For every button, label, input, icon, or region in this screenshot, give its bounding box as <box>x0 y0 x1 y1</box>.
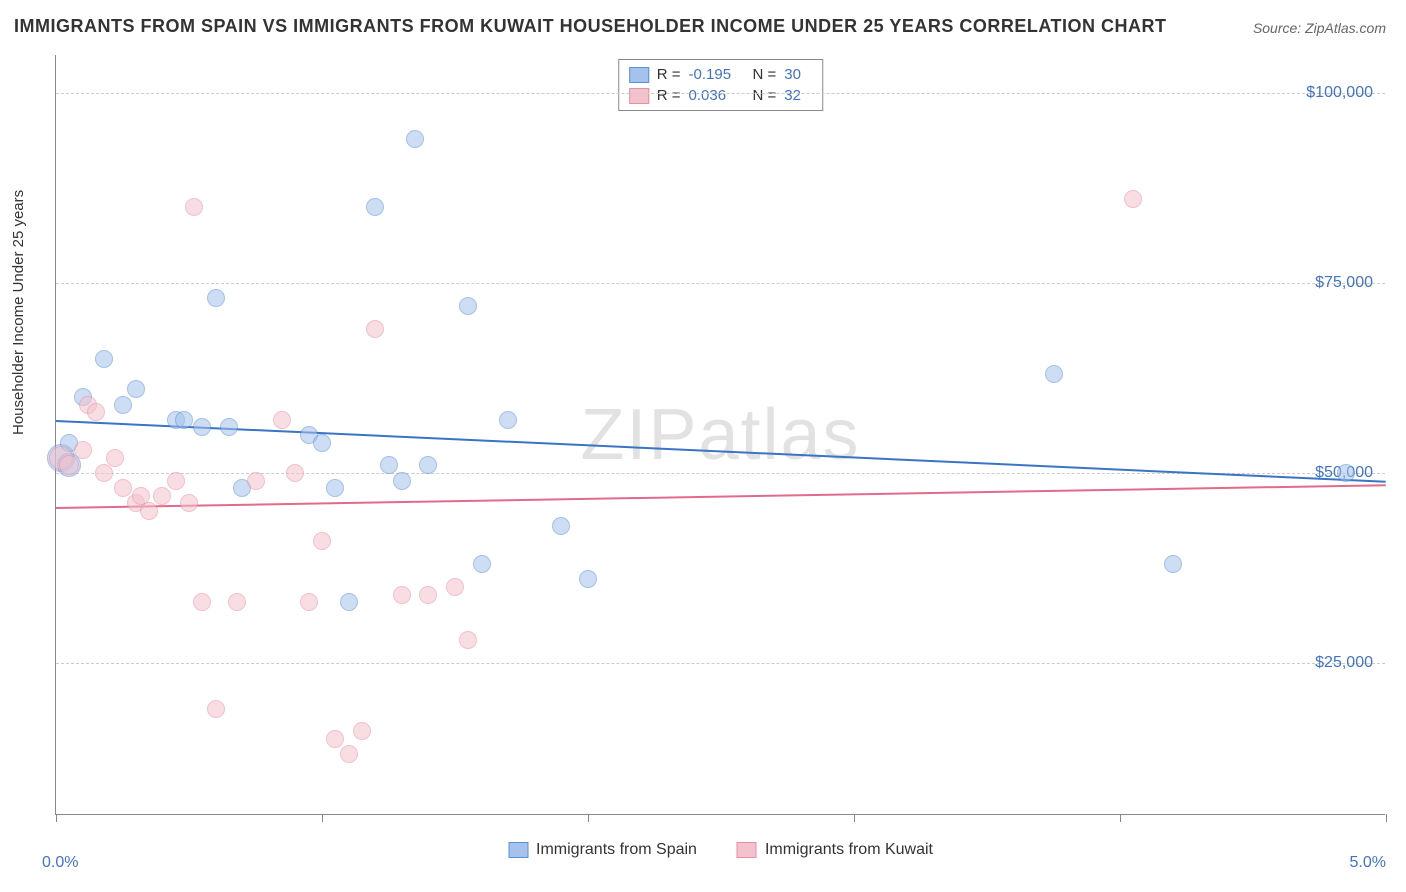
data-point <box>185 198 203 216</box>
data-point <box>340 593 358 611</box>
y-tick-label: $25,000 <box>1315 654 1373 672</box>
data-point <box>193 593 211 611</box>
data-point <box>353 722 371 740</box>
data-point <box>193 418 211 436</box>
data-point <box>1337 464 1355 482</box>
data-point <box>140 502 158 520</box>
data-point <box>175 411 193 429</box>
data-point <box>114 396 132 414</box>
data-point <box>286 464 304 482</box>
plot-area: ZIPatlas R = -0.195 N = 30 R = 0.036 N =… <box>55 55 1385 815</box>
y-tick-label: $75,000 <box>1315 274 1373 292</box>
n-label: N = <box>753 66 777 83</box>
data-point <box>87 403 105 421</box>
data-point <box>406 130 424 148</box>
legend-swatch-spain <box>629 67 649 83</box>
data-point <box>473 555 491 573</box>
data-point <box>247 472 265 490</box>
data-point <box>1124 190 1142 208</box>
gridline <box>56 663 1385 664</box>
legend-swatch-kuwait <box>629 88 649 104</box>
data-point <box>273 411 291 429</box>
data-point <box>459 631 477 649</box>
r-label: R = <box>657 66 681 83</box>
data-point <box>59 455 79 475</box>
data-point <box>95 464 113 482</box>
data-point <box>74 441 92 459</box>
stats-legend-row: R = 0.036 N = 32 <box>629 85 813 106</box>
data-point <box>393 472 411 490</box>
data-point <box>552 517 570 535</box>
data-point <box>499 411 517 429</box>
data-point <box>419 456 437 474</box>
gridline <box>56 283 1385 284</box>
watermark: ZIPatlas <box>580 394 860 476</box>
data-point <box>393 586 411 604</box>
x-tick-max: 5.0% <box>1350 854 1386 872</box>
x-tick <box>588 814 589 822</box>
series-legend-item: Immigrants from Spain <box>508 841 697 859</box>
data-point <box>127 380 145 398</box>
legend-swatch-kuwait <box>737 842 757 858</box>
x-tick-min: 0.0% <box>42 854 78 872</box>
data-point <box>220 418 238 436</box>
x-tick <box>854 814 855 822</box>
data-point <box>1164 555 1182 573</box>
legend-swatch-spain <box>508 842 528 858</box>
data-point <box>340 745 358 763</box>
stats-legend-row: R = -0.195 N = 30 <box>629 64 813 85</box>
series-legend-item: Immigrants from Kuwait <box>737 841 933 859</box>
data-point <box>380 456 398 474</box>
data-point <box>167 472 185 490</box>
gridline <box>56 93 1385 94</box>
data-point <box>106 449 124 467</box>
stats-legend: R = -0.195 N = 30 R = 0.036 N = 32 <box>618 59 824 111</box>
series-legend: Immigrants from Spain Immigrants from Ku… <box>508 841 933 859</box>
data-point <box>153 487 171 505</box>
r-value: 0.036 <box>689 87 745 104</box>
data-point <box>207 289 225 307</box>
source-attribution: Source: ZipAtlas.com <box>1253 20 1386 36</box>
data-point <box>313 532 331 550</box>
x-tick <box>322 814 323 822</box>
x-tick <box>1386 814 1387 822</box>
data-point <box>459 297 477 315</box>
data-point <box>207 700 225 718</box>
r-value: -0.195 <box>689 66 745 83</box>
data-point <box>326 730 344 748</box>
n-value: 32 <box>784 87 812 104</box>
series-name: Immigrants from Kuwait <box>765 841 933 859</box>
data-point <box>419 586 437 604</box>
x-tick <box>56 814 57 822</box>
data-point <box>1045 365 1063 383</box>
data-point <box>366 198 384 216</box>
data-point <box>300 593 318 611</box>
y-axis-label: Householder Income Under 25 years <box>10 190 27 435</box>
n-label: N = <box>753 87 777 104</box>
data-point <box>446 578 464 596</box>
data-point <box>579 570 597 588</box>
x-tick <box>1120 814 1121 822</box>
data-point <box>313 434 331 452</box>
data-point <box>114 479 132 497</box>
chart-title: IMMIGRANTS FROM SPAIN VS IMMIGRANTS FROM… <box>14 16 1167 37</box>
series-name: Immigrants from Spain <box>536 841 697 859</box>
correlation-chart: IMMIGRANTS FROM SPAIN VS IMMIGRANTS FROM… <box>0 0 1406 892</box>
data-point <box>366 320 384 338</box>
n-value: 30 <box>784 66 812 83</box>
y-tick-label: $100,000 <box>1306 84 1373 102</box>
data-point <box>180 494 198 512</box>
data-point <box>228 593 246 611</box>
data-point <box>326 479 344 497</box>
r-label: R = <box>657 87 681 104</box>
data-point <box>95 350 113 368</box>
